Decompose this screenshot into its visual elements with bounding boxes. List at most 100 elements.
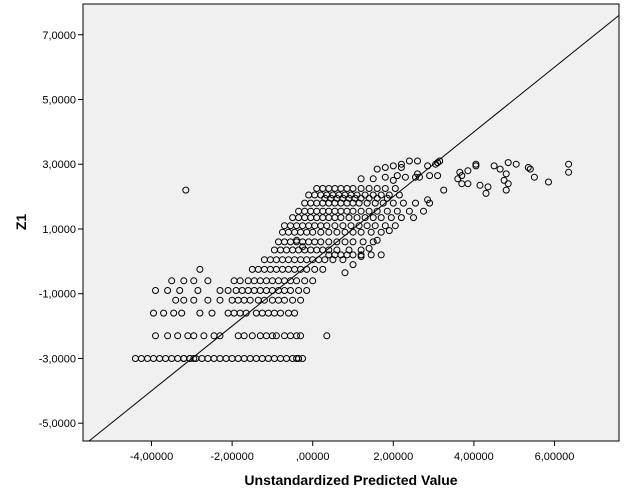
data-point <box>287 287 294 294</box>
data-point <box>383 194 391 202</box>
data-point <box>357 194 365 202</box>
data-point <box>426 172 434 180</box>
data-point <box>379 199 387 207</box>
data-point <box>349 185 357 192</box>
data-point <box>297 332 305 340</box>
data-point <box>349 207 357 215</box>
reference-line-layer <box>88 14 620 442</box>
y-tick-label: -3,0000 <box>39 353 76 365</box>
data-point <box>565 160 573 168</box>
data-point <box>363 222 371 230</box>
data-points-layer <box>131 157 573 362</box>
data-point <box>293 332 301 340</box>
data-point <box>512 160 520 168</box>
data-point <box>424 162 432 170</box>
data-point <box>357 207 365 215</box>
data-point <box>152 332 159 340</box>
data-point <box>424 196 432 204</box>
data-point <box>323 222 331 230</box>
x-tick-label: -4,00000 <box>130 451 173 463</box>
data-point <box>405 207 413 215</box>
data-point <box>369 175 377 183</box>
data-point <box>242 309 250 317</box>
data-point <box>303 265 311 273</box>
data-point <box>240 332 248 340</box>
data-point <box>395 191 403 199</box>
y-tick-label: 5,0000 <box>42 94 76 106</box>
data-point <box>200 332 208 340</box>
data-point <box>204 277 212 285</box>
data-point <box>194 287 202 294</box>
data-point <box>369 238 377 246</box>
data-point <box>482 189 490 197</box>
data-point <box>434 159 442 167</box>
data-point <box>182 186 190 194</box>
data-point <box>246 296 254 304</box>
data-point <box>377 214 385 222</box>
data-point <box>311 265 319 273</box>
data-point <box>248 332 256 340</box>
data-point <box>393 172 401 180</box>
data-point <box>160 309 168 317</box>
data-point <box>387 214 395 222</box>
x-tick-label: ,00000 <box>296 451 330 463</box>
data-point <box>496 165 504 173</box>
data-point <box>397 214 405 222</box>
data-point <box>490 162 498 170</box>
data-point <box>190 332 198 340</box>
data-point <box>361 214 369 222</box>
data-point <box>365 194 373 202</box>
data-point <box>301 277 309 285</box>
x-axis-title: Unstandardized Predicted Value <box>244 472 457 488</box>
axes-layer: -5,0000 -3,0000 -1,0000 1,0000 3,0000 5,0000 7… <box>39 30 575 463</box>
data-point <box>393 207 401 215</box>
data-point <box>369 214 377 222</box>
data-point <box>504 159 512 167</box>
data-point <box>180 277 188 285</box>
data-point <box>526 165 534 173</box>
data-point <box>397 160 405 168</box>
data-point <box>331 222 339 230</box>
data-point <box>297 296 305 304</box>
data-point <box>168 277 176 285</box>
data-point <box>389 162 397 170</box>
data-point <box>224 287 232 294</box>
data-point <box>281 296 288 304</box>
data-point <box>295 355 303 362</box>
data-point <box>373 194 381 202</box>
data-point <box>325 238 333 246</box>
data-point <box>365 207 373 215</box>
x-tick-label: 4,00000 <box>454 451 494 463</box>
data-point <box>190 355 198 362</box>
data-point <box>397 164 405 171</box>
data-point <box>333 238 341 246</box>
y-axis-title: Z1 <box>13 214 29 231</box>
data-point <box>367 228 375 236</box>
data-point <box>401 173 409 181</box>
x-tick-label: 2,00000 <box>373 451 413 463</box>
data-point <box>196 309 204 317</box>
data-point <box>416 173 423 181</box>
data-point <box>359 238 367 246</box>
data-point <box>357 185 365 192</box>
data-point <box>289 296 297 304</box>
data-point <box>357 175 365 183</box>
x-tick-label: -2,00000 <box>210 451 253 463</box>
data-point <box>502 170 510 178</box>
data-point <box>309 228 317 236</box>
data-point <box>268 332 276 340</box>
data-point <box>458 172 466 180</box>
data-point <box>190 277 198 285</box>
data-point <box>180 296 188 304</box>
x-tick-label: 6,00000 <box>535 451 575 463</box>
data-point <box>341 269 349 277</box>
data-point <box>295 287 303 294</box>
data-point <box>293 236 301 244</box>
data-point <box>399 199 407 207</box>
data-point <box>333 228 341 236</box>
data-point <box>381 173 389 181</box>
data-point <box>381 185 389 192</box>
data-point <box>502 186 510 194</box>
data-point <box>170 309 178 317</box>
